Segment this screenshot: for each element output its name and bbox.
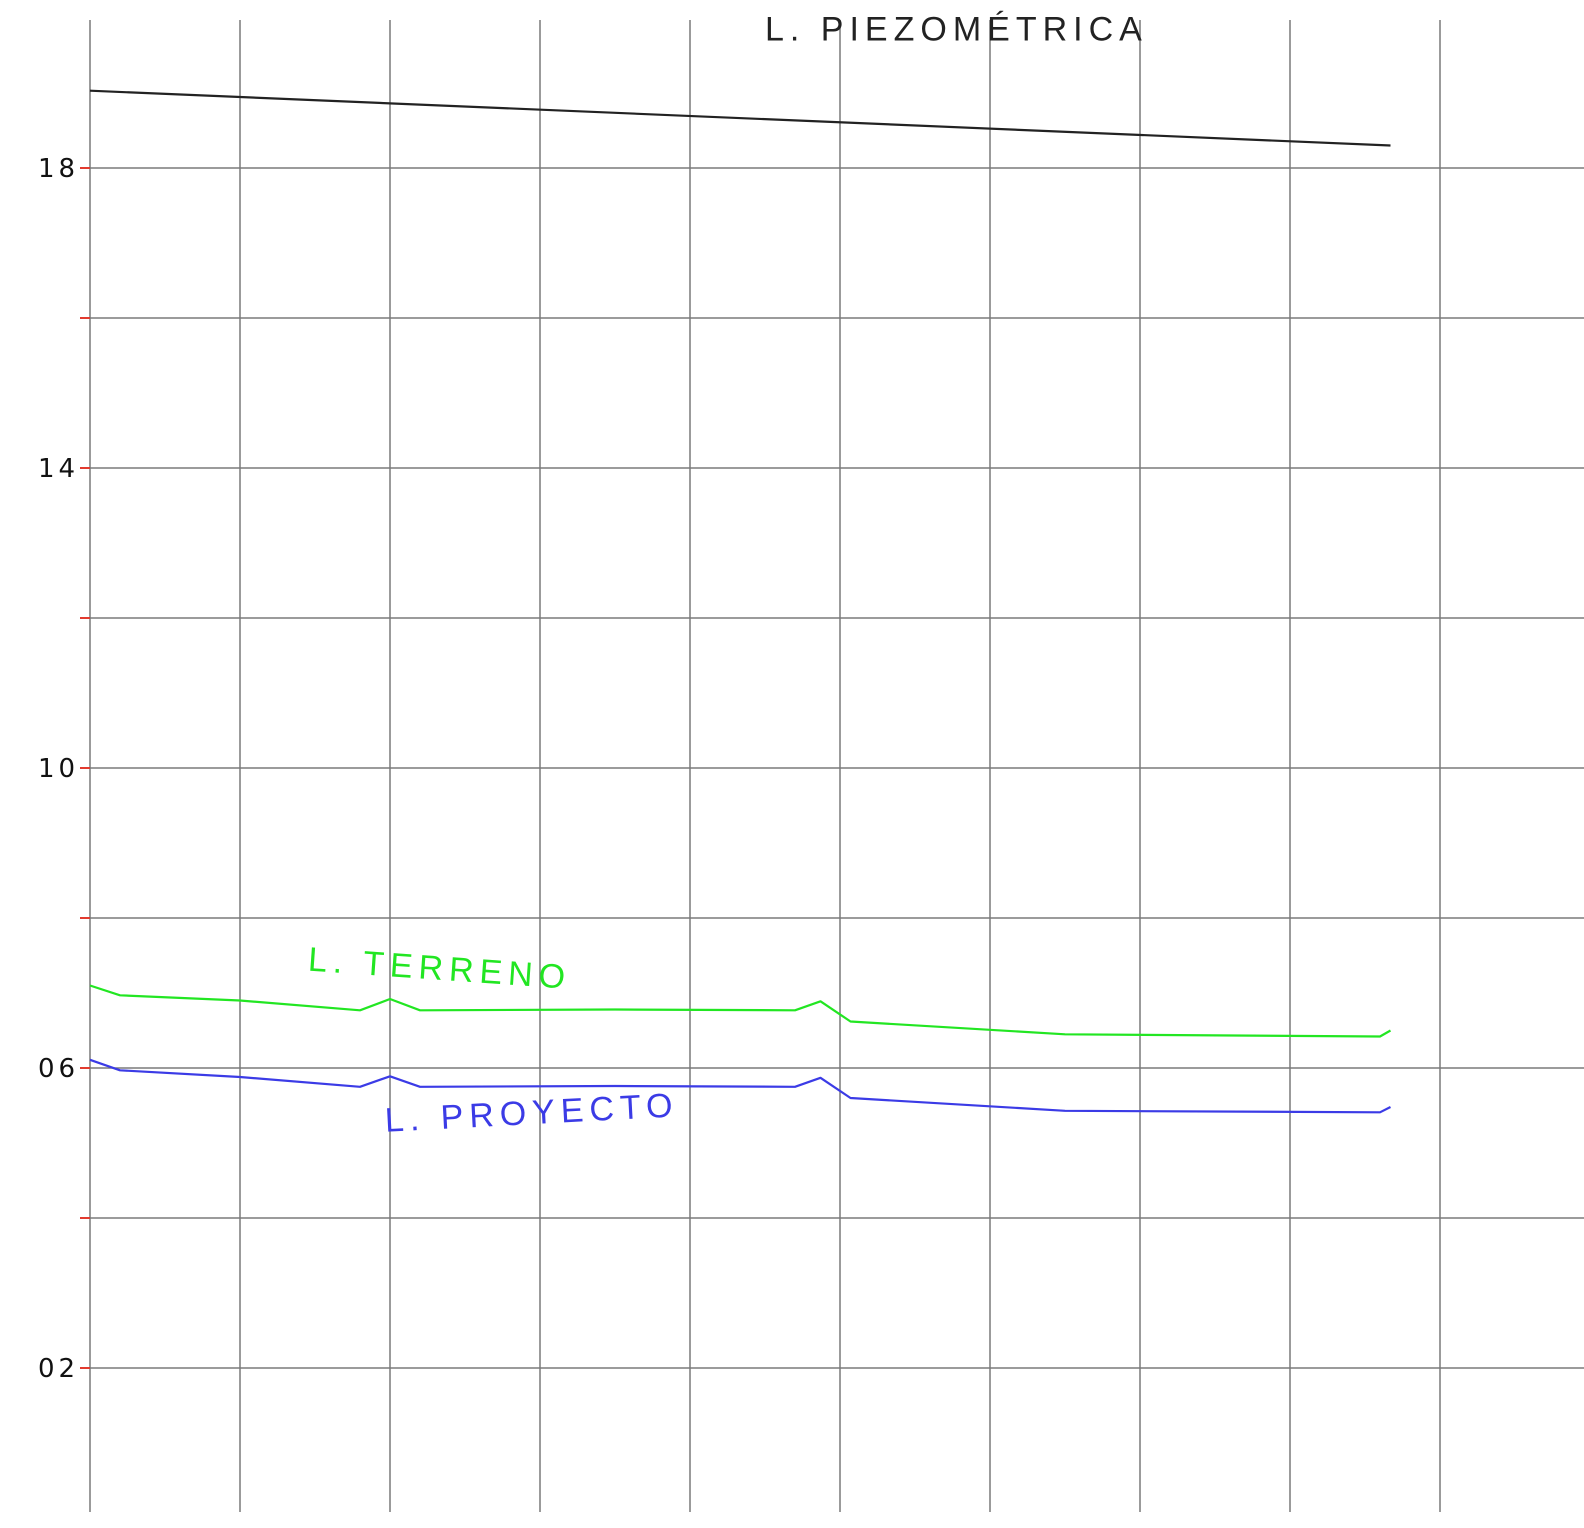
y-tick-label-10: 10 [38, 754, 79, 784]
series-caption-0: L. PIEZOMÉTRICA [765, 11, 1148, 49]
y-tick-label-02: 02 [38, 1354, 79, 1384]
series-line-0 [89, 89, 1391, 147]
y-tick-label-18: 18 [38, 154, 79, 184]
series-caption-2: L. PROYECTO [384, 1086, 680, 1139]
grid-lines [89, 20, 1584, 1512]
y-axis-tick-labels: 18 14 10 06 02 [38, 154, 79, 1384]
line-captions: L. PIEZOMÉTRICA L. TERRENO L. PROYECTO [307, 11, 1148, 1140]
series-line-2 [89, 1058, 1391, 1114]
y-tick-label-06: 06 [38, 1054, 79, 1084]
y-axis-ticks [80, 167, 90, 1369]
y-tick-label-14: 14 [38, 454, 79, 484]
series-line-1 [89, 984, 1392, 1038]
series-caption-1: L. TERRENO [307, 941, 572, 997]
series-lines [89, 89, 1392, 1114]
